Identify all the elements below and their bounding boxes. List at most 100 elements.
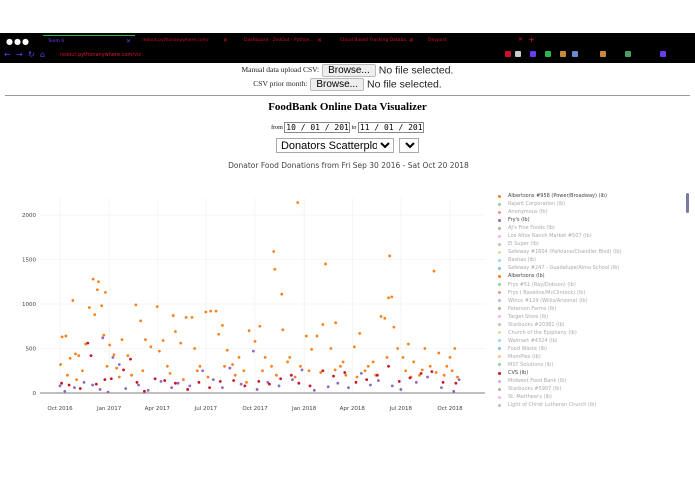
data-point[interactable] [385,356,389,359]
close-icon[interactable]: ✕ [408,37,414,44]
data-point[interactable] [326,385,330,389]
data-point[interactable] [412,360,416,364]
data-point[interactable] [228,366,232,370]
data-point[interactable] [448,356,452,359]
data-point[interactable] [89,354,93,358]
data-point[interactable] [324,262,327,266]
extension-icon[interactable] [560,51,566,57]
data-point[interactable] [58,384,62,388]
data-point[interactable] [354,380,358,384]
data-point[interactable] [441,380,445,384]
data-point[interactable] [168,372,172,375]
data-point[interactable] [82,380,86,384]
close-icon[interactable]: ✕ [222,37,228,44]
data-point[interactable] [290,378,294,382]
data-point[interactable] [197,380,201,384]
data-point[interactable] [144,338,147,341]
data-point[interactable] [339,364,342,368]
data-point[interactable] [225,348,229,352]
data-point[interactable] [273,267,277,271]
data-point[interactable] [66,373,69,377]
data-point[interactable] [103,378,107,382]
data-point[interactable] [59,363,62,366]
data-point[interactable] [122,368,125,372]
data-point[interactable] [84,342,88,346]
data-point[interactable] [297,381,301,385]
data-point[interactable] [299,364,302,368]
legend-item[interactable]: MomPlex (lb) [496,353,681,361]
legend-item[interactable]: Anonymous (lb) [496,208,681,216]
data-point[interactable] [63,389,67,393]
data-point[interactable] [268,382,271,386]
data-point[interactable] [359,372,363,375]
data-point[interactable] [201,369,205,373]
data-point[interactable] [266,380,270,384]
data-point[interactable] [137,383,140,387]
data-point[interactable] [396,347,400,350]
data-point[interactable] [341,360,345,364]
data-point[interactable] [153,377,157,381]
data-point[interactable] [75,378,78,382]
data-point[interactable] [261,369,264,373]
data-point[interactable] [387,296,390,300]
data-point[interactable] [375,373,379,377]
data-point[interactable] [221,323,224,327]
data-point[interactable] [247,329,251,333]
data-point[interactable] [71,299,75,302]
legend-item[interactable]: Bashas (lb) [496,256,681,264]
data-point[interactable] [343,371,347,374]
data-point[interactable] [388,254,392,258]
data-point[interactable] [419,372,423,375]
data-point[interactable] [397,380,401,383]
data-point[interactable] [91,383,94,387]
data-point[interactable] [233,373,237,377]
legend-item[interactable]: El Super (lb) [496,240,681,248]
legend-item[interactable]: MST Solutions (lb) [496,361,681,369]
data-point[interactable] [274,373,278,377]
data-point[interactable] [223,364,226,368]
download-icon[interactable] [530,51,536,57]
data-point[interactable] [176,381,180,385]
data-point[interactable] [232,379,236,382]
data-point[interactable] [406,342,410,346]
legend-item[interactable]: Target Store (lb) [496,313,681,321]
data-point[interactable] [214,309,218,313]
legend-item[interactable]: Frys #51 (Ray/Dobson) (lb) [496,281,681,289]
data-point[interactable] [102,333,106,337]
data-point[interactable] [77,354,81,358]
data-point[interactable] [315,334,319,338]
data-point[interactable] [255,388,259,391]
data-point[interactable] [106,390,110,394]
data-point[interactable] [379,315,383,318]
data-point[interactable] [432,269,436,273]
data-point[interactable] [442,373,446,377]
data-point[interactable] [109,377,113,381]
extension-icon[interactable] [572,51,578,57]
data-point[interactable] [171,314,175,317]
data-point[interactable] [237,356,241,359]
data-point[interactable] [450,369,454,373]
data-point[interactable] [390,295,394,299]
legend-item[interactable]: Albertsons (lb) [496,272,681,280]
data-point[interactable] [95,288,99,292]
data-point[interactable] [100,304,104,308]
data-point[interactable] [296,201,300,204]
close-icon[interactable]: ✕ [316,37,322,44]
data-point[interactable] [279,377,283,381]
data-point[interactable] [430,370,434,374]
legend-item[interactable]: Safeway #1604 (Parklane/Chandler Blvd) (… [496,248,681,256]
legend-item[interactable]: CVS (lb) [496,369,681,377]
data-point[interactable] [368,383,372,387]
data-point[interactable] [399,388,403,391]
data-point[interactable] [105,364,109,368]
data-point[interactable] [78,387,82,390]
pocket-icon[interactable] [505,51,511,57]
data-point[interactable] [98,388,102,391]
data-point[interactable] [218,380,222,383]
close-icon[interactable]: ✕ [125,38,131,45]
data-point[interactable] [112,353,116,357]
data-point[interactable] [239,382,243,386]
manual-browse-button[interactable]: Browse... [322,64,376,77]
data-point[interactable] [321,369,325,373]
data-point[interactable] [377,379,380,382]
